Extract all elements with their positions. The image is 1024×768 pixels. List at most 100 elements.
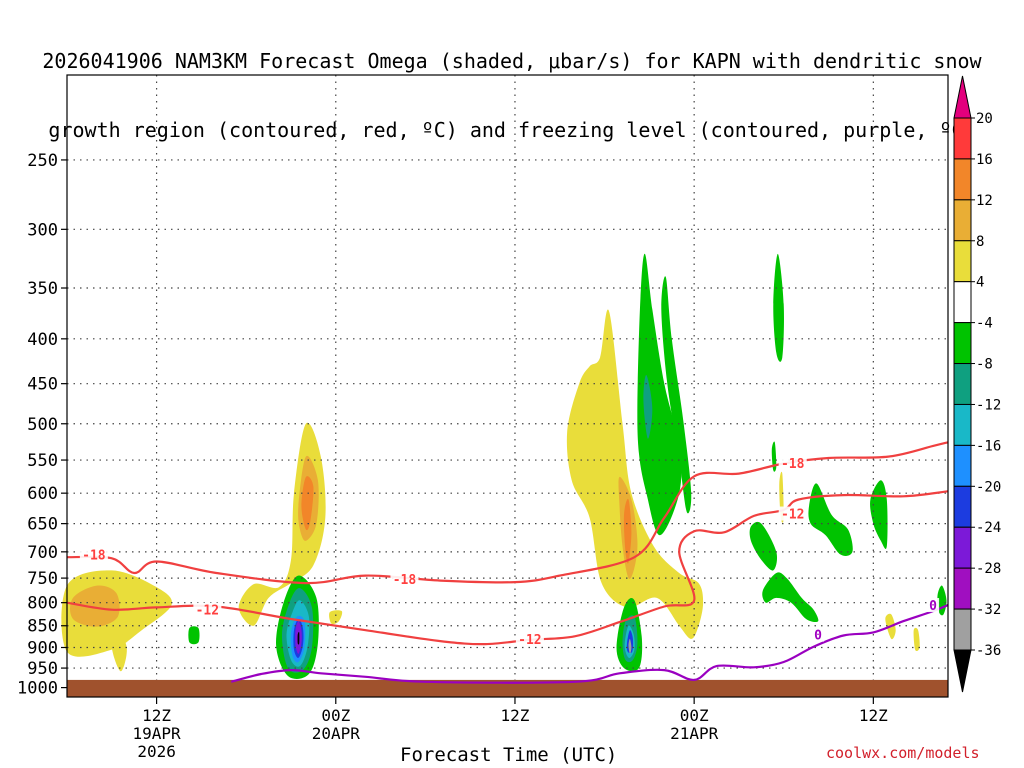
colorbar-label: 4 — [976, 275, 984, 291]
contour-freezing_0 — [231, 603, 949, 684]
omega-region — [566, 309, 704, 639]
contour-label-bg — [778, 455, 807, 470]
contour-labels: -18 -18 -18 -12 -12 -12 0 0 — [79, 455, 940, 648]
colorbar-bottom-arrow — [953, 649, 972, 693]
colorbar-swatch — [953, 403, 972, 446]
colorbar-label: -24 — [976, 520, 1001, 536]
omega-region — [301, 476, 314, 531]
plot-frame — [66, 74, 949, 698]
contour-label: 0 — [814, 629, 822, 644]
x-tick-label: 12Z — [859, 706, 888, 725]
omega-region — [643, 375, 653, 439]
colorbar-label: 8 — [976, 234, 984, 250]
y-tick-label: 300 — [27, 220, 58, 240]
omega-region — [749, 521, 778, 571]
y-tick-label: 900 — [27, 638, 58, 658]
omega-region — [762, 572, 819, 623]
omega-shading — [61, 253, 947, 679]
contour-dgz_minus18 — [66, 441, 949, 585]
terrain-layer — [67, 679, 948, 697]
colorbar-swatch — [953, 608, 972, 651]
omega-region — [188, 626, 200, 645]
x-tick-label: 12Z — [501, 706, 530, 725]
x-tick-label: 12Z — [142, 706, 171, 725]
contour-dgz_minus12 — [66, 490, 949, 646]
colorbar-label: -28 — [976, 561, 1001, 577]
y-tick-label: 350 — [27, 279, 58, 299]
colorbar-swatch — [953, 117, 972, 160]
omega-region — [773, 253, 784, 362]
colorbar-swatch — [953, 199, 972, 242]
contour-label: -18 — [393, 573, 417, 588]
terrain-band — [67, 679, 948, 697]
omega-region — [771, 441, 777, 472]
x-tick-label: 2026 — [137, 742, 176, 761]
chart-title: 2026041906 NAM3KM Forecast Omega (shaded… — [0, 4, 1024, 165]
y-tick-label: 800 — [27, 594, 58, 614]
omega-region — [329, 610, 343, 625]
x-tick-label: 20APR — [312, 724, 361, 743]
colorbar: 20 16 12 8 4 -4 -8 -12 -16 -20 -24 -28 -32 -36 — [953, 75, 1001, 693]
colorbar-swatch — [953, 567, 972, 610]
contour-label: -12 — [518, 633, 541, 648]
colorbar-label: 16 — [976, 152, 993, 168]
y-tick-label: 600 — [27, 484, 58, 504]
y-tick-label: 250 — [27, 151, 58, 171]
colorbar-swatch — [953, 281, 972, 324]
colorbar-label: -16 — [976, 438, 1001, 454]
contour-label: -18 — [781, 457, 805, 472]
contour-label-bg — [515, 631, 544, 646]
omega-region — [913, 627, 920, 652]
omega-region — [661, 276, 692, 514]
colorbar-label: 12 — [976, 193, 993, 209]
chart-title-line-2: growth region (contoured, red, ºC) and f… — [48, 118, 976, 142]
omega-region — [586, 387, 604, 416]
y-tick-label: 450 — [27, 375, 58, 395]
omega-region — [70, 585, 120, 627]
colorbar-label: -4 — [976, 316, 993, 332]
contour-label-bg — [927, 598, 940, 613]
y-tick-label: 500 — [27, 415, 58, 435]
colorbar-swatch — [953, 526, 972, 569]
colorbar-label: -36 — [976, 643, 1001, 659]
colorbar-label: -20 — [976, 479, 1001, 495]
contour-label: -18 — [82, 549, 106, 564]
y-tick-label: 850 — [27, 617, 58, 637]
y-tick-label: 1000 — [17, 679, 58, 699]
contour-label-bg — [79, 547, 108, 562]
y-tick-label: 950 — [27, 659, 58, 679]
colorbar-swatch — [953, 322, 972, 365]
chart-title-line-1: 2026041906 NAM3KM Forecast Omega (shaded… — [42, 49, 982, 73]
source-credit: coolwx.com/models — [826, 744, 980, 762]
x-tick-label: 21APR — [670, 724, 719, 743]
y-tick-label: 650 — [27, 515, 58, 535]
y-tick-label: 750 — [27, 569, 58, 589]
colorbar-swatch — [953, 240, 972, 283]
x-tick-label: 00Z — [321, 706, 350, 725]
omega-region — [870, 480, 888, 549]
x-axis-title: Forecast Time (UTC) — [400, 744, 618, 766]
y-tick-label: 400 — [27, 330, 58, 350]
contour-label-bg — [812, 627, 825, 642]
x-tick-label: 19APR — [133, 724, 182, 743]
omega-region — [628, 638, 632, 654]
contour-label-bg — [193, 602, 222, 617]
colorbar-label: -8 — [976, 357, 993, 373]
omega-region — [808, 483, 853, 556]
colorbar-label: 20 — [976, 111, 993, 127]
y-axis: 2503003504004505005506006507007508008509… — [17, 151, 67, 699]
contour-label-bg — [778, 506, 807, 521]
omega-region — [297, 631, 300, 645]
y-tick-label: 700 — [27, 543, 58, 563]
contour-label: 0 — [929, 599, 937, 614]
y-tick-label: 550 — [27, 451, 58, 471]
colorbar-swatch — [953, 363, 972, 405]
colorbar-top-arrow — [953, 75, 972, 119]
colorbar-swatch — [953, 158, 972, 201]
colorbar-swatch — [953, 485, 972, 528]
x-tick-label: 00Z — [680, 706, 709, 725]
contour-label: -12 — [781, 508, 804, 523]
omega-region — [637, 253, 682, 536]
